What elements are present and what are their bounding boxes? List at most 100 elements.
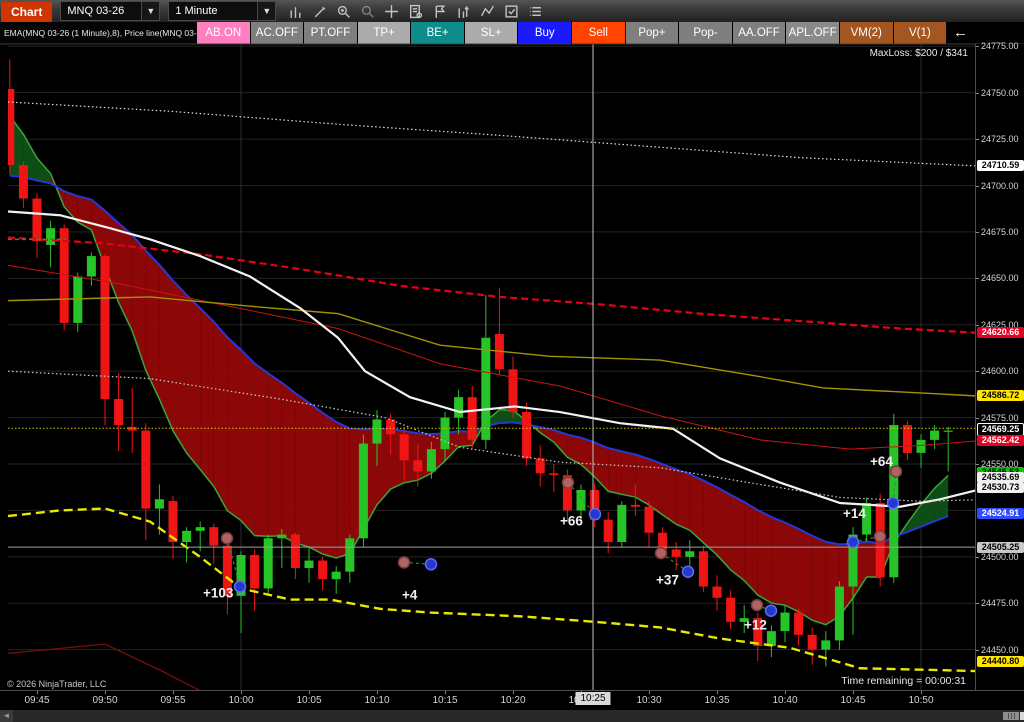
button-sl-[interactable]: SL+ [464,22,518,44]
price-tag: 24530.73 [977,482,1024,494]
button-buy[interactable]: Buy [518,22,572,44]
sell-marker [750,598,764,612]
draw-icon[interactable] [310,2,328,20]
toolbar-icons [286,2,544,20]
alert-icon[interactable] [430,2,448,20]
chart-trader-icon[interactable] [454,2,472,20]
price-tick: 24550.00 [976,459,1024,469]
button-tp-[interactable]: TP+ [357,22,411,44]
button-sell[interactable]: Sell [572,22,625,44]
time-label: 10:30 [636,695,662,706]
buy-marker [588,507,602,521]
price-tick: 24450.00 [976,645,1024,655]
time-tick-mark [309,691,310,694]
price-tag: 24586.72 [977,390,1024,402]
instrument-value: MNQ 03-26 [67,5,125,17]
crosshair-time-label: 10:25 [575,692,611,705]
properties-icon[interactable] [502,2,520,20]
button-be-[interactable]: BE+ [411,22,464,44]
time-tick-mark [173,691,174,694]
button-aa-off[interactable]: AA.OFF [732,22,786,44]
price-tick: 24500.00 [976,552,1024,562]
time-tick-mark [853,691,854,694]
red-thin-ma [8,264,975,450]
buy-marker [424,558,438,571]
sell-marker [654,546,668,560]
chart-type-icon[interactable] [286,2,304,20]
buy-marker [681,565,695,578]
price-tag: 24524.91 [977,507,1024,519]
price-tag: 24562.42 [977,435,1024,447]
price-tick: 24725.00 [976,134,1024,144]
trade-button-bar: EMA(MNQ 03-26 (1 Minute),8), Price line(… [0,22,1024,44]
trade-profit-label: +14 [843,506,866,521]
plot-area: +103 +4 +66 +37 +12 +14 +64 [8,44,975,690]
time-tick-mark [649,691,650,694]
chart-tab[interactable]: Chart [1,1,53,22]
time-label: 10:00 [228,695,254,706]
price-tick: 24575.00 [976,413,1024,423]
button-ab-on[interactable]: AB.ON [197,22,250,44]
price-tick: 24700.00 [976,181,1024,191]
time-label: 10:35 [704,695,730,706]
price-tick: 24675.00 [976,227,1024,237]
indicator-label: EMA(MNQ 03-26 (1 Minute),8), Price line(… [0,22,197,44]
time-tick-mark [445,691,446,694]
price-tag: 24535.69 [977,471,1024,483]
scrollbar-grip[interactable] [1003,712,1019,720]
buy-marker [846,535,860,549]
price-tick: 24750.00 [976,88,1024,98]
time-tick-mark [377,691,378,694]
time-tick-mark [37,691,38,694]
time-tick-mark [105,691,106,694]
crosshair-icon[interactable] [382,2,400,20]
data-box-icon[interactable] [406,2,424,20]
price-tick: 24600.00 [976,366,1024,376]
price-tag: 24620.66 [977,327,1024,339]
time-tick-mark [921,691,922,694]
back-arrow-button[interactable]: ← [946,22,975,44]
zoom-in-icon[interactable] [334,2,352,20]
time-label: 09:55 [160,695,186,706]
trade-profit-label: +64 [870,454,893,469]
trade-profit-label: +12 [744,617,767,632]
trade-buttons: AB.ON AC.OFF PT.OFF TP+ BE+ SL+ Buy Sell Pop+ Pop… [197,22,947,44]
main-toolbar: Chart MNQ 03-26 ▼ 1 Minute ▼ [0,0,1024,22]
price-tag: 24710.59 [977,160,1024,172]
button-apl-off[interactable]: APL.OFF [786,22,839,44]
interval-selector[interactable]: 1 Minute ▼ [168,1,277,21]
instrument-selector[interactable]: MNQ 03-26 ▼ [60,1,161,21]
time-tick-mark [241,691,242,694]
white-solid-ma [8,210,975,508]
buy-marker [764,604,778,617]
indicators-icon[interactable] [478,2,496,20]
chevron-down-icon[interactable]: ▼ [257,2,276,20]
buy-marker [233,580,247,593]
price-axis[interactable]: 24775.00 24750.00 24725.00 24700.00 24675.00… [975,41,1024,690]
sell-marker [873,530,887,543]
chevron-down-icon[interactable]: ▼ [141,2,160,20]
button-pop-[interactable]: Pop- [679,22,732,44]
h-scrollbar[interactable]: ◄ [0,710,1024,722]
button-ac-off[interactable]: AC.OFF [250,22,304,44]
price-tick: 24650.00 [976,273,1024,283]
button-bar-spacer [975,22,1024,44]
button-v-1-[interactable]: V(1) [893,22,947,44]
price-tick: 24775.00 [976,41,1024,51]
scroll-left-arrow[interactable]: ◄ [0,710,13,722]
copyright-label: © 2026 NinjaTrader, LLC [7,679,107,689]
resize-corner[interactable] [1020,712,1024,720]
zoom-out-icon[interactable] [358,2,376,20]
price-tag: 24569.25 [977,422,1024,436]
time-tick-mark [785,691,786,694]
price-tick: 24475.00 [976,598,1024,608]
list-icon[interactable] [526,2,544,20]
sell-marker [561,476,575,489]
button-pt-off[interactable]: PT.OFF [304,22,357,44]
time-label: 09:50 [92,695,118,706]
time-axis[interactable]: 09:45 09:50 09:55 10:00 10:05 10:10 10:15 10:20… [0,690,1024,711]
button-vm-2-[interactable]: VM(2) [839,22,893,44]
button-pop-[interactable]: Pop+ [625,22,679,44]
